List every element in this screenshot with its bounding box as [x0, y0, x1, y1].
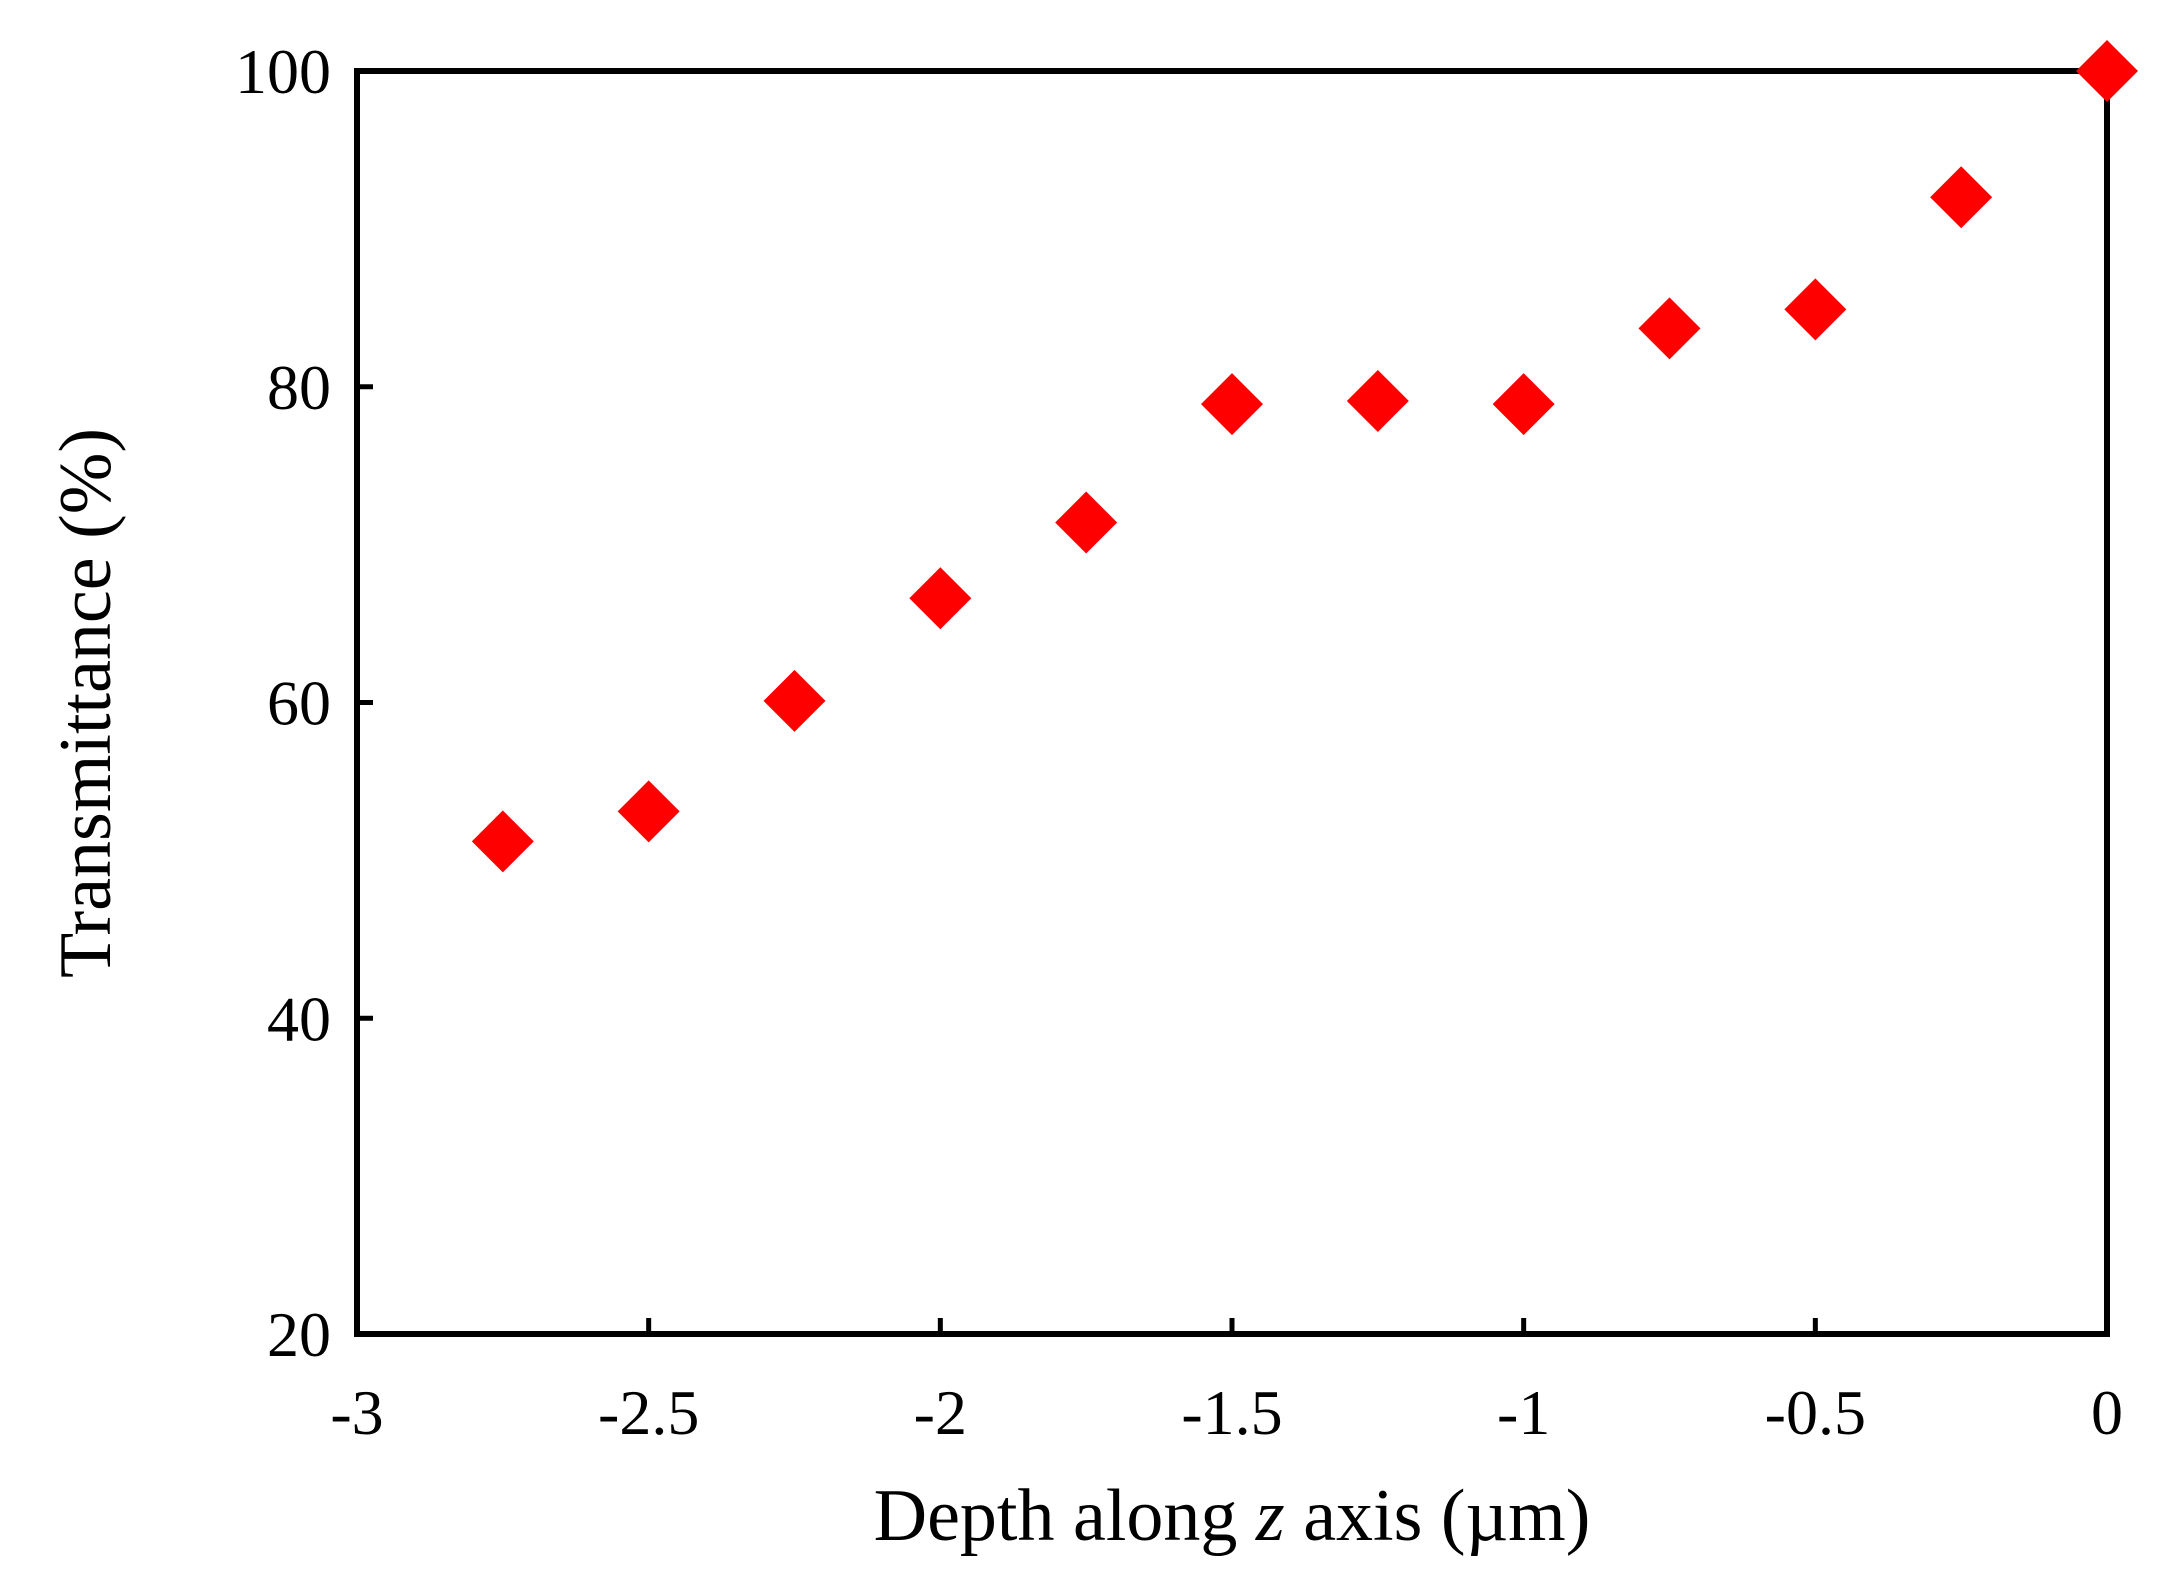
data-points — [471, 40, 2138, 873]
data-point — [1784, 278, 1847, 341]
x-axis-title: Depth along z axis (µm) — [874, 1475, 1591, 1557]
y-tick-label: 100 — [235, 36, 331, 107]
data-point — [1055, 491, 1118, 554]
x-tick-label: 0 — [2091, 1377, 2123, 1448]
data-point — [1930, 166, 1993, 229]
y-tick-label: 80 — [267, 352, 331, 423]
y-tick-label: 60 — [267, 668, 331, 739]
x-tick-label: -3 — [330, 1377, 383, 1448]
data-point — [763, 669, 826, 732]
x-tick-label: -1.5 — [1181, 1377, 1282, 1448]
data-point — [2076, 40, 2138, 102]
x-tick-label: -2.5 — [598, 1377, 699, 1448]
y-axis-title: Transmittance (%) — [45, 428, 127, 978]
x-tick-label: -1 — [1497, 1377, 1550, 1448]
data-point — [1346, 369, 1409, 432]
data-point — [1492, 373, 1555, 436]
y-tick-label: 40 — [267, 983, 331, 1054]
y-axis: 20 40 60 80 100 — [235, 36, 373, 1370]
x-axis-title-part-1: Depth along — [874, 1475, 1256, 1557]
x-axis: -3 -2.5 -2 -1.5 -1 -0.5 0 — [330, 1318, 2123, 1448]
data-point — [1638, 297, 1701, 360]
data-point — [1201, 373, 1263, 436]
y-tick-label: 20 — [267, 1299, 331, 1370]
data-point — [909, 567, 972, 630]
data-point — [617, 780, 680, 843]
plot-frame — [354, 68, 2110, 1337]
x-axis-title-variable: z — [1255, 1475, 1285, 1557]
x-tick-label: -0.5 — [1765, 1377, 1866, 1448]
data-point — [471, 810, 534, 873]
x-axis-title-part-2: axis (µm) — [1285, 1475, 1591, 1557]
x-tick-label: -2 — [914, 1377, 967, 1448]
